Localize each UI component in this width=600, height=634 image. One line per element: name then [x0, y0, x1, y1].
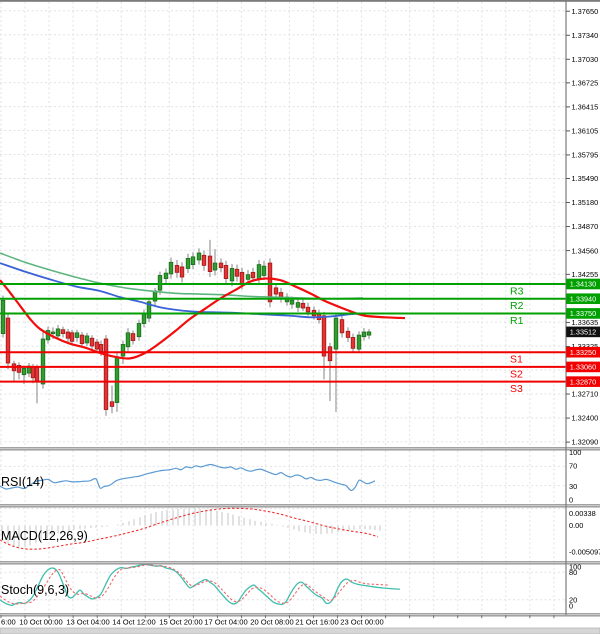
indicator-axis-tick: 0.00338 [569, 509, 596, 518]
indicator-axis-tick: 30 [569, 482, 577, 491]
indicator-axis-tick: 0.00 [569, 521, 583, 530]
macd-panel-label: MACD(12,26,9) [1, 529, 88, 543]
price-axis: 1.37650 1.37340 1.37030 1.36725 1.36415 1.361… [566, 7, 600, 610]
stoch-plot[interactable] [0, 563, 566, 614]
price-tick: 1.34560 [572, 246, 599, 255]
price-axis-strip[interactable] [566, 0, 600, 615]
rsi-plot[interactable] [0, 450, 566, 504]
macd-plot[interactable] [0, 506, 566, 561]
date-tick-label: 15 Oct 20:00 [159, 618, 202, 627]
price-tick: 1.36415 [572, 103, 599, 112]
price-level-badge: 1.33060 [570, 363, 596, 372]
level-label-s1: S1 [510, 354, 523, 366]
indicator-axis-tick: 80 [569, 568, 577, 577]
macd-layer [0, 507, 381, 550]
price-tick: 1.33325 [572, 342, 599, 351]
price-tick: 1.32090 [572, 438, 599, 447]
gridlines-layer [0, 2, 566, 614]
price-badges: 1.34130 1.33940 1.33750 1.33250 1.33060 1.328… [566, 278, 600, 387]
stoch-panel-label: Stoch(9,6,3) [1, 583, 69, 597]
price-tick: 1.36725 [572, 78, 599, 87]
price-tick: 1.33635 [572, 318, 599, 327]
price-tick: 1.37340 [572, 31, 599, 40]
price-tick: 1.36105 [572, 127, 599, 136]
price-level-badge: 1.32870 [570, 377, 596, 386]
price-level-badge: 1.33512 [570, 328, 596, 337]
rsi-layer [0, 463, 376, 492]
time-axis-strip[interactable] [0, 615, 600, 628]
date-tick-label: 21 Oct 16:00 [295, 618, 338, 627]
price-tick: 1.35795 [572, 151, 599, 160]
stoch-layer [0, 563, 401, 606]
level-label-s3: S3 [510, 383, 523, 395]
price-tick: 1.35490 [572, 174, 599, 183]
level-label-r1: R1 [510, 315, 524, 327]
indicator-axis-tick: 70 [569, 462, 577, 471]
bottom-scrollbar[interactable] [0, 627, 600, 634]
support-resistance-layer: R3 R2 R1 S1 S2 S3 [0, 282, 566, 395]
indicator-axis-tick: -0.005097 [569, 548, 600, 557]
date-tick-label: 6:00 [1, 618, 16, 627]
level-label-r2: R2 [510, 300, 524, 312]
price-tick: 1.37030 [572, 55, 599, 64]
indicator-axis-tick: 100 [569, 448, 581, 457]
indicator-axis-tick: 20 [569, 596, 577, 605]
price-tick: 1.32710 [572, 390, 599, 399]
price-tick: 1.34870 [572, 222, 599, 231]
date-tick-label: 23 Oct 00:00 [340, 618, 383, 627]
indicator-axis-tick: 100 [569, 563, 581, 572]
price-tick: 1.37650 [572, 7, 599, 16]
price-level-badge: 1.34130 [570, 280, 596, 289]
panel-frames [0, 0, 600, 617]
price-level-badge: 1.33250 [570, 348, 596, 357]
indicator-axis-tick: 0 [569, 601, 573, 610]
rsi-panel-label: RSI(14) [1, 475, 44, 489]
price-tick: 1.32400 [572, 414, 599, 423]
indicator-axis-tick: 0 [569, 496, 573, 505]
level-label-r3: R3 [510, 285, 524, 297]
level-label-s2: S2 [510, 368, 523, 380]
date-tick-label: 17 Oct 04:00 [204, 618, 247, 627]
time-axis: 6:0010 Oct 00:00 13 Oct 04:0014 Oct 12:00… [0, 615, 555, 627]
main-chart-plot[interactable] [0, 2, 566, 447]
date-tick-label: 20 Oct 08:00 [250, 618, 293, 627]
price-level-badge: 1.33940 [570, 294, 596, 303]
price-level-badge: 1.33750 [570, 309, 596, 318]
date-tick-label: 13 Oct 04:00 [66, 618, 109, 627]
date-tick-label: 14 Oct 12:00 [112, 618, 155, 627]
price-tick: 1.35180 [572, 198, 599, 207]
date-tick-label: 10 Oct 00:00 [19, 618, 62, 627]
price-tick: 1.34255 [572, 270, 599, 279]
